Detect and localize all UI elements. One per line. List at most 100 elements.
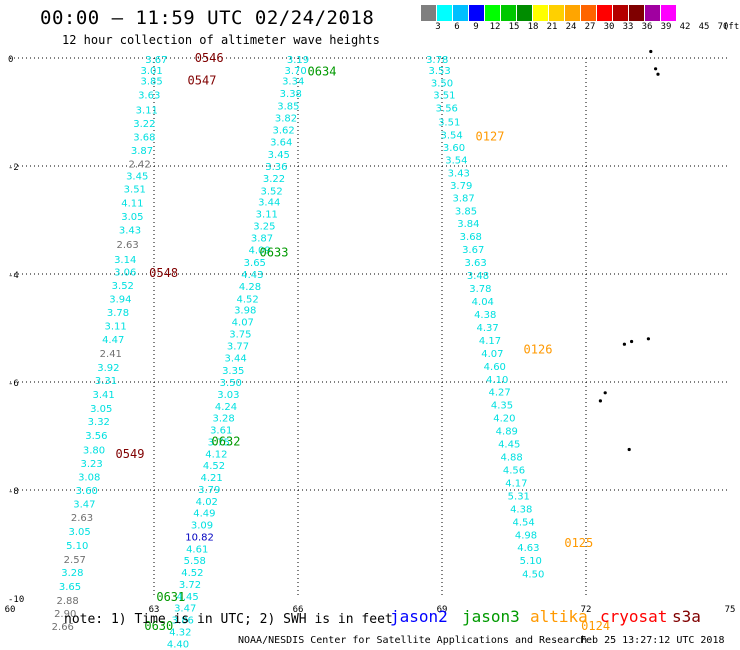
legend-swatch — [437, 5, 453, 21]
wave-height-value: 3.09 — [191, 521, 213, 532]
wave-height-value: 3.36 — [265, 162, 287, 173]
wave-height-value: 4.38 — [474, 310, 496, 321]
wave-height-value: 4.17 — [505, 478, 527, 489]
wave-height-value: 3.61 — [210, 426, 232, 437]
wave-height-value: 3.43 — [448, 168, 470, 179]
wave-height-value: 3.92 — [97, 363, 119, 374]
wave-height-value: 3.53 — [428, 66, 450, 77]
wave-height-value: 3.67 — [145, 55, 167, 66]
wave-height-value: 3.52 — [112, 281, 134, 292]
legend-label: 9 — [473, 22, 479, 32]
legend-swatch — [549, 5, 565, 21]
wave-height-value: 4.43 — [241, 270, 263, 281]
wave-height-value: 3.65 — [244, 258, 266, 269]
wave-height-value: 5.58 — [184, 556, 206, 567]
legend-swatch — [533, 5, 549, 21]
wave-height-value: 4.52 — [181, 568, 203, 579]
wave-height-value: 4.45 — [498, 440, 520, 451]
island-mark — [622, 342, 627, 346]
wave-height-value: 4.37 — [476, 323, 498, 334]
wave-height-value: 4.28 — [239, 282, 261, 293]
lat-tick-label: -4 — [8, 271, 19, 281]
wave-height-value: 3.01 — [140, 66, 162, 77]
island-mark — [630, 339, 634, 344]
island-mark — [656, 72, 660, 76]
page-title: 00:00 – 11:59 UTC 02/24/2018 — [40, 7, 375, 29]
wave-height-value: 3.51 — [438, 118, 460, 129]
wave-height-value: 4.52 — [236, 294, 258, 305]
legend-label: 12 — [489, 22, 501, 32]
island-mark — [603, 391, 607, 395]
pass-time-label: 0633 — [260, 245, 289, 259]
wave-height-value: 3.44 — [258, 198, 280, 209]
wave-height-value: 3.67 — [462, 245, 484, 256]
wave-height-value: 3.05 — [68, 527, 90, 538]
wave-height-value: 3.79 — [198, 485, 220, 496]
lat-tick-label: -10 — [8, 595, 24, 605]
wave-height-value: 3.63 — [138, 91, 160, 102]
wave-height-value: 4.61 — [186, 544, 208, 555]
page-subtitle: 12 hour collection of altimeter wave hei… — [62, 33, 380, 47]
wave-height-value: 3.75 — [229, 329, 251, 340]
wave-height-value: 4.35 — [491, 401, 513, 412]
legend-label: 21 — [546, 22, 558, 32]
lat-tick-label: 0 — [8, 55, 13, 65]
legend-swatch — [645, 5, 661, 21]
wave-height-value: 3.05 — [90, 404, 112, 415]
wave-height-value: 3.60 — [443, 143, 465, 154]
pass-time-label: 0125 — [564, 536, 593, 550]
pass-time-label: 0127 — [476, 129, 505, 143]
wave-height-value: 3.47 — [73, 500, 95, 511]
legend-swatch — [565, 5, 581, 21]
legend-label: 18 — [527, 22, 539, 32]
wave-height-value: 4.88 — [500, 453, 522, 464]
sat-altika-label: altika — [530, 607, 588, 626]
wave-height-value: 3.41 — [92, 390, 114, 401]
wave-height-value: 2.57 — [64, 555, 86, 566]
legend-unit: (ft) — [723, 22, 740, 32]
wave-height-value: 3.32 — [88, 417, 110, 428]
wave-height-value: 3.28 — [212, 414, 234, 425]
legend-label: 36 — [641, 22, 653, 32]
wave-height-value: 3.25 — [253, 221, 275, 232]
lon-tick-label: 63 — [149, 605, 160, 615]
pass-time-label: 0547 — [188, 74, 217, 88]
wave-height-value: 4.17 — [479, 336, 501, 347]
wave-height-value: 2.88 — [56, 596, 78, 607]
legend-swatch — [421, 5, 437, 21]
wave-height-value: 3.56 — [436, 104, 458, 115]
wave-height-value: 4.07 — [232, 318, 254, 329]
wave-height-value: 4.89 — [496, 427, 518, 438]
legend-swatch — [453, 5, 469, 21]
wave-height-value: 3.87 — [131, 146, 153, 157]
legend-label: 39 — [660, 22, 672, 32]
timestamp-text: Feb 25 13:27:12 UTC 2018 — [580, 635, 725, 646]
wave-height-value: 3.31 — [95, 376, 117, 387]
wave-height-value: 3.72 — [179, 580, 201, 591]
wave-height-value: 4.54 — [512, 517, 534, 528]
lon-tick-label: 75 — [725, 605, 736, 615]
legend-swatch — [517, 5, 533, 21]
wave-height-value: 3.35 — [222, 366, 244, 377]
wave-height-value: 3.34 — [282, 77, 304, 88]
legend-label: 42 — [679, 22, 691, 32]
wave-height-value: 3.38 — [280, 89, 302, 100]
wave-height-value: 4.20 — [493, 414, 515, 425]
wave-height-value: 2.63 — [116, 240, 138, 251]
wave-height-value: 3.77 — [227, 341, 249, 352]
wave-height-value: 4.45 — [176, 592, 198, 603]
wave-height-value: 4.63 — [517, 543, 539, 554]
wave-height-value: 3.50 — [431, 78, 453, 89]
legend-swatch — [501, 5, 517, 21]
wave-height-value: 3.70 — [284, 66, 306, 77]
wave-height-value: 3.68 — [133, 132, 155, 143]
lat-tick-label: -8 — [8, 487, 19, 497]
legend-swatch — [613, 5, 629, 21]
wave-height-value: 3.47 — [174, 604, 196, 615]
wave-height-value: 4.52 — [203, 461, 225, 472]
pass-time-label: 0124 — [581, 619, 610, 633]
wave-height-value: 4.21 — [200, 473, 222, 484]
legend-swatches — [421, 5, 677, 21]
